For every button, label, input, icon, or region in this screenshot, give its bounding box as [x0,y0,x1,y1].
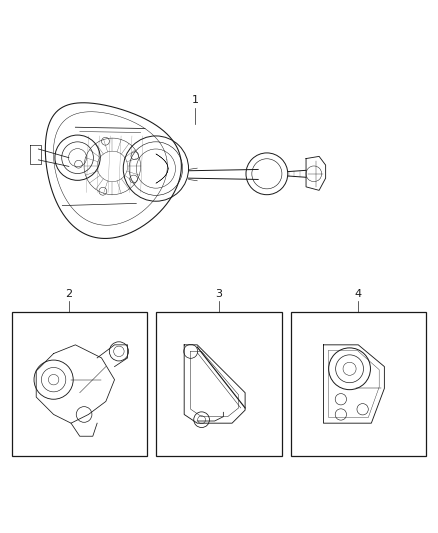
Text: 3: 3 [215,289,223,299]
Bar [291,312,426,456]
Text: 4: 4 [355,289,362,299]
Text: 2: 2 [65,289,72,299]
Text: 1: 1 [191,95,198,106]
Bar [156,312,282,456]
Bar [12,312,147,456]
